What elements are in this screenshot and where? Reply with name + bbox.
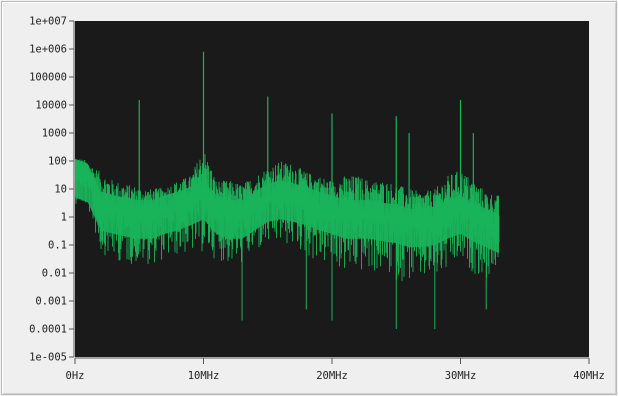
y-tick-label: 0.1 bbox=[48, 240, 67, 252]
y-tick-label: 1 bbox=[61, 212, 67, 224]
x-tick-label: 40MHz bbox=[573, 370, 605, 382]
y-tick-label: 10 bbox=[54, 184, 67, 196]
spectrum-band bbox=[75, 158, 499, 254]
y-tick-label: 10000 bbox=[35, 100, 67, 112]
y-tick-label: 0.001 bbox=[35, 296, 67, 308]
x-tick-label: 0Hz bbox=[66, 370, 85, 382]
x-tick-label: 20MHz bbox=[316, 370, 348, 382]
y-tick-label: 1e-005 bbox=[29, 352, 67, 364]
y-tick-label: 1e+006 bbox=[29, 44, 67, 56]
axes: 1e+007 1e+006 100000 10000 1000 100 10 1 0.1 0.01… bbox=[29, 16, 605, 383]
y-tick-label: 1000 bbox=[42, 128, 67, 140]
y-tick-label: 0.01 bbox=[42, 268, 67, 280]
y-tick-label: 100000 bbox=[29, 72, 67, 84]
y-tick-label: 1e+007 bbox=[29, 16, 67, 28]
y-tick-label: 0.0001 bbox=[29, 324, 67, 336]
x-tick-label: 10MHz bbox=[188, 370, 220, 382]
spectrum-trace bbox=[75, 51, 500, 329]
y-tick-label: 100 bbox=[48, 156, 67, 168]
x-tick-label: 30MHz bbox=[445, 370, 477, 382]
